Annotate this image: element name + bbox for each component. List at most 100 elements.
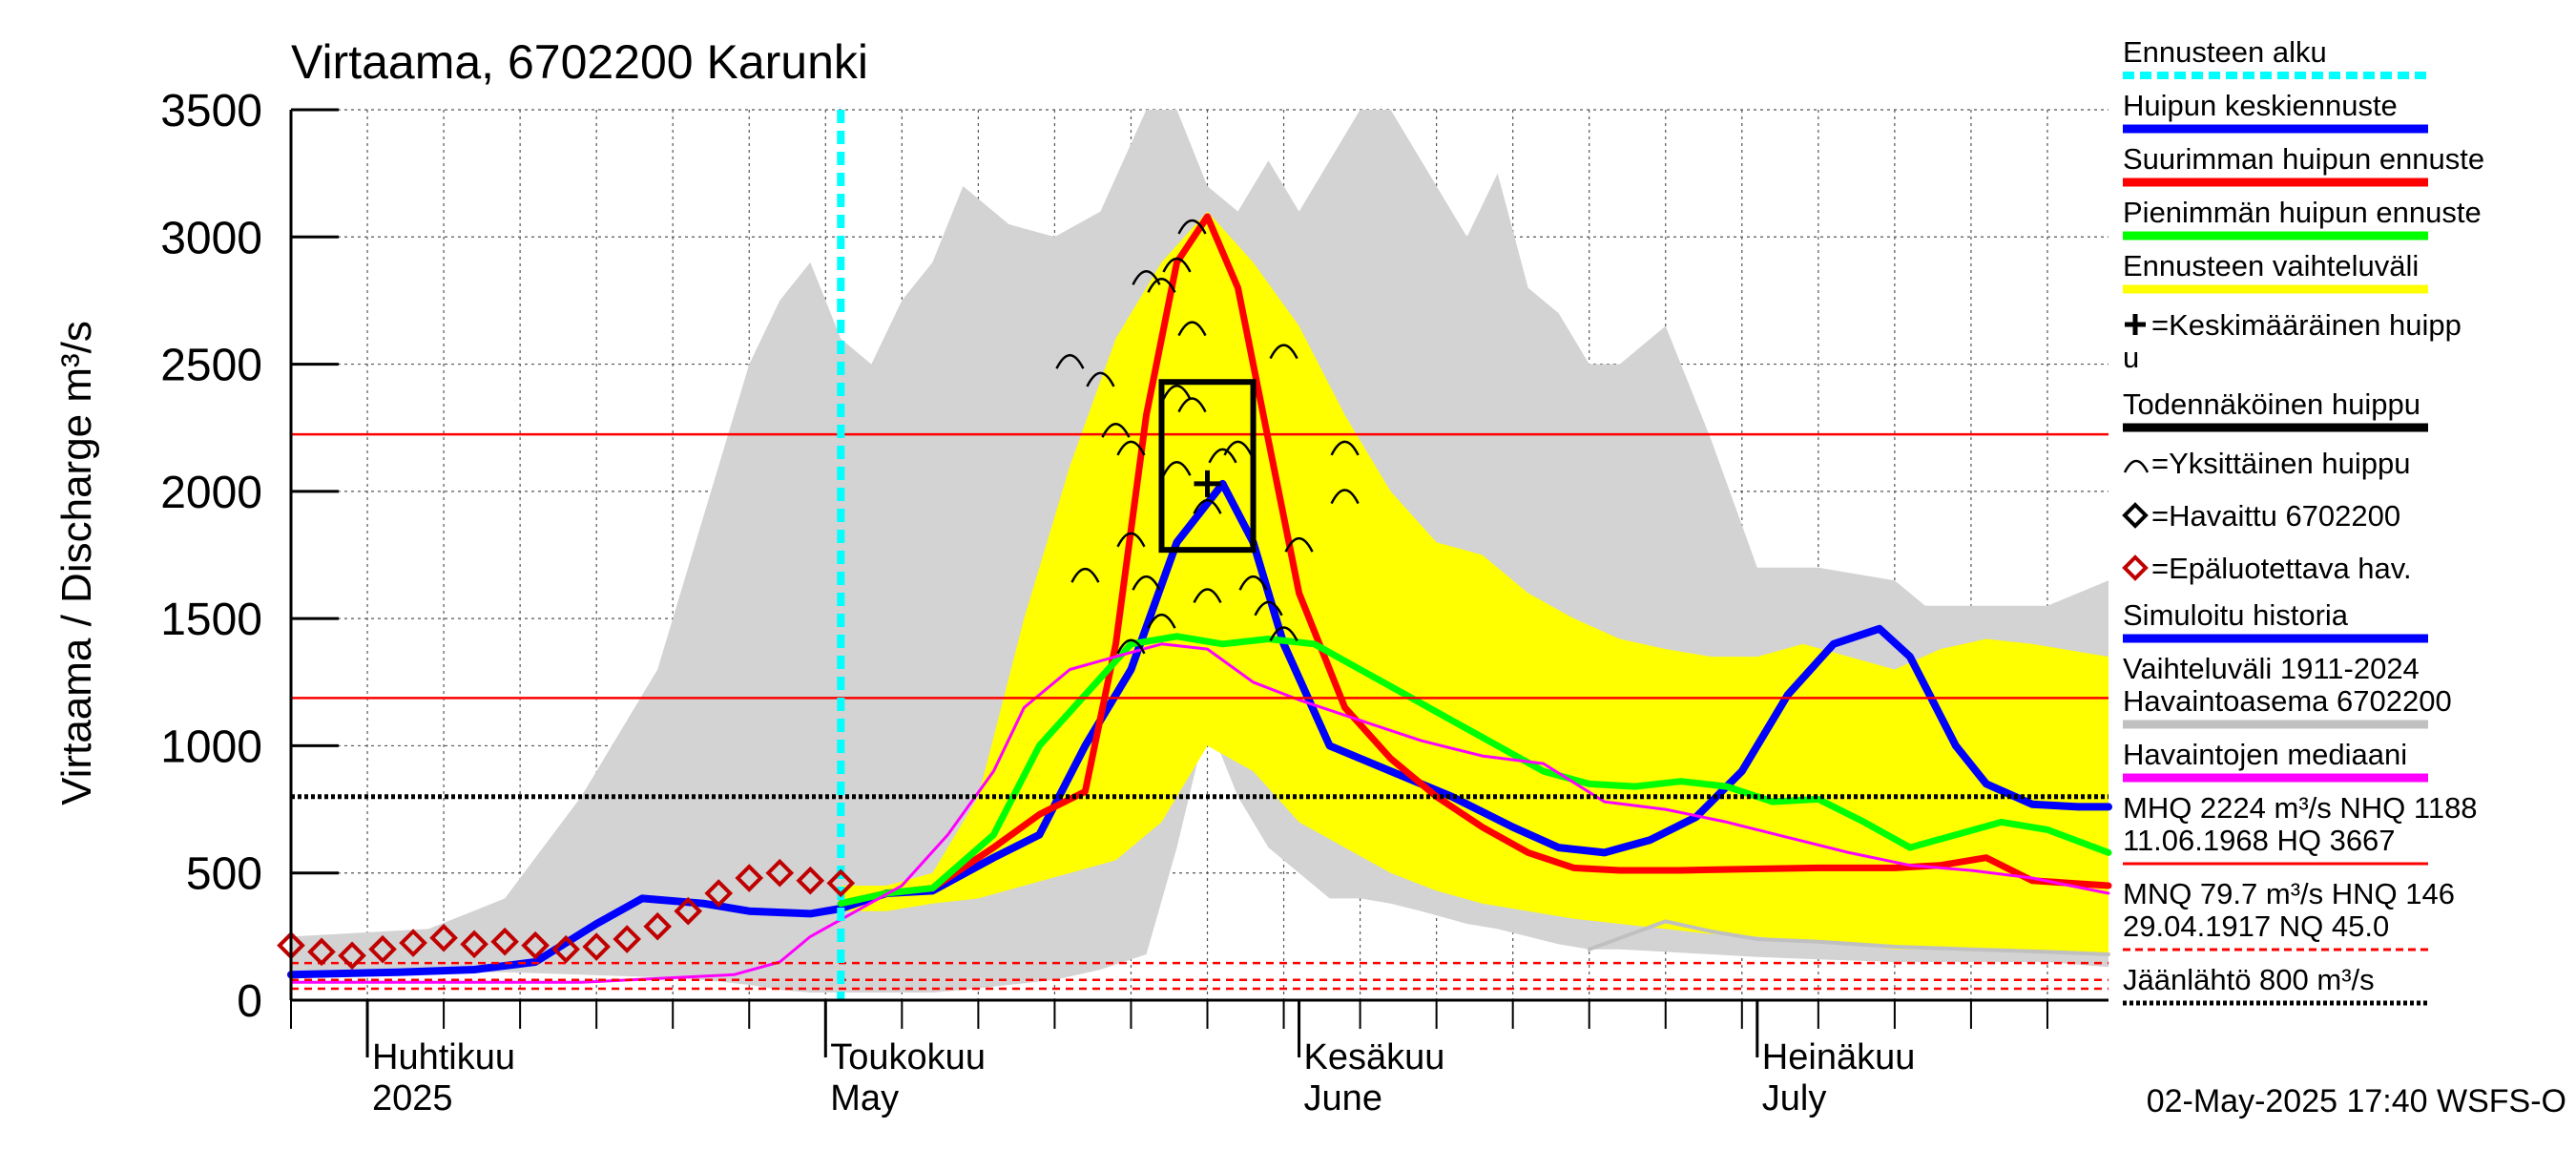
month-label: Toukokuu xyxy=(830,1037,986,1077)
individual-peak-marker xyxy=(1269,626,1298,642)
individual-peak-marker xyxy=(1330,489,1360,505)
individual-peak-marker xyxy=(1101,423,1131,438)
unreliable-observation-marker xyxy=(460,930,488,959)
unreliable-observation-marker xyxy=(613,925,642,953)
individual-peak-marker xyxy=(1284,536,1314,553)
legend-label-line2: 11.06.1968 HQ 3667 xyxy=(2123,824,2396,857)
markers-layer xyxy=(277,219,1360,971)
individual-peak-marker xyxy=(1116,532,1146,548)
unreliable-observation-marker xyxy=(551,934,580,964)
axes-layer: 0 500 1000 1500 2000 2500 3000 3500 Huhtikuu2025… xyxy=(160,86,2109,1119)
y-tick-label: 0 xyxy=(237,976,262,1027)
unreliable-observation-marker xyxy=(521,930,550,960)
legend-label-line2: u xyxy=(2123,341,2139,374)
legend-label: Havaintojen mediaani xyxy=(2123,738,2407,771)
series-line xyxy=(837,213,2112,908)
month-label-secondary: June xyxy=(1304,1078,1382,1119)
unreliable-observation-marker xyxy=(399,929,427,957)
legend-label: MNQ 79.7 m³/s HNQ 146 xyxy=(2123,877,2455,910)
legend-label: =Epäluotettava hav. xyxy=(2151,552,2412,585)
forecast-range-band xyxy=(841,211,2109,955)
y-tick-label: 2000 xyxy=(160,468,262,518)
individual-peak-marker xyxy=(1116,440,1146,456)
individual-peak-marker xyxy=(1208,448,1237,464)
legend-label: Vaihteluväli 1911-2024 xyxy=(2123,652,2420,685)
y-tick-label: 2500 xyxy=(160,341,262,391)
legend-label: Pienimmän huipun ennuste xyxy=(2123,196,2482,229)
individual-peak-marker xyxy=(1162,460,1192,476)
unreliable-observation-marker xyxy=(643,911,673,941)
individual-peak-marker xyxy=(1132,575,1161,591)
legend-symbol-plus xyxy=(2125,314,2146,335)
individual-peak-marker xyxy=(1055,354,1085,369)
series-line xyxy=(837,633,2112,908)
y-tick-label: 3000 xyxy=(160,213,262,263)
legend-label: =Havaittu 6702200 xyxy=(2151,499,2400,533)
individual-peak-marker xyxy=(1193,588,1222,604)
unreliable-observation-marker xyxy=(796,866,825,895)
legend-label-line2: Havaintoasema 6702200 xyxy=(2123,684,2452,718)
y-tick-label: 1500 xyxy=(160,595,262,645)
legend-label: MHQ 2224 m³/s NHQ 1188 xyxy=(2123,791,2478,825)
individual-peak-marker xyxy=(1238,575,1268,591)
legend-symbol-diamond xyxy=(2122,502,2149,529)
y-axis-label: Virtaama / Discharge m³/s xyxy=(53,321,100,805)
individual-peak-marker xyxy=(1177,397,1207,413)
month-label: Huhtikuu xyxy=(372,1037,515,1077)
unreliable-observation-marker xyxy=(338,941,366,971)
legend-label: Ennusteen alku xyxy=(2123,35,2327,69)
month-label: Kesäkuu xyxy=(1304,1037,1445,1077)
individual-peak-marker xyxy=(1269,344,1298,360)
individual-peak-marker xyxy=(1147,278,1176,293)
series-line xyxy=(287,479,2112,979)
individual-peak-marker xyxy=(1086,371,1115,387)
unreliable-observation-marker xyxy=(765,858,795,888)
unreliable-observation-marker xyxy=(704,879,734,908)
unreliable-observation-marker xyxy=(826,868,856,898)
month-label-secondary: 2025 xyxy=(372,1078,453,1119)
y-tick-label: 500 xyxy=(186,849,262,900)
unreliable-observation-marker xyxy=(582,932,611,961)
individual-peak-marker xyxy=(1177,219,1207,235)
month-label-secondary: July xyxy=(1762,1078,1827,1119)
likely-peak-box xyxy=(1158,379,1257,554)
legend-label: Suurimman huipun ennuste xyxy=(2123,142,2484,176)
month-label-secondary: May xyxy=(830,1078,899,1119)
individual-peak-marker xyxy=(1147,613,1176,629)
series-line xyxy=(1587,919,2110,956)
y-tick-label: 1000 xyxy=(160,721,262,772)
individual-peak-marker xyxy=(1193,498,1222,514)
reference-lines xyxy=(291,110,2109,1000)
unreliable-observation-marker xyxy=(674,896,703,926)
legend-label: =Yksittäinen huippu xyxy=(2151,447,2410,480)
unreliable-observation-marker xyxy=(368,934,397,964)
individual-peak-marker xyxy=(1254,600,1283,617)
legend-label: Huipun keskiennuste xyxy=(2123,89,2398,122)
unreliable-observation-marker xyxy=(735,864,764,892)
legend-symbol-diamond xyxy=(2122,554,2149,581)
individual-peak-marker xyxy=(1162,385,1192,400)
legend-symbol-arc xyxy=(2123,459,2150,473)
legend-label-line2: 29.04.1917 NQ 45.0 xyxy=(2123,910,2389,943)
legend-label: Todennäköinen huippu xyxy=(2123,387,2420,421)
footer-timestamp: 02-May-2025 17:40 WSFS-O xyxy=(2147,1083,2566,1119)
individual-peak-marker xyxy=(1223,440,1253,456)
legend-label: Simuloitu historia xyxy=(2123,598,2349,632)
individual-peak-marker xyxy=(1070,567,1100,583)
legend-label: =Keskimääräinen huipp xyxy=(2151,308,2462,342)
individual-peak-marker xyxy=(1162,257,1192,273)
month-label: Heinäkuu xyxy=(1762,1037,1916,1077)
legend-label: Jäänlähtö 800 m³/s xyxy=(2123,963,2375,996)
chart-title: Virtaama, 6702200 Karunki xyxy=(291,35,868,89)
individual-peak-marker xyxy=(1177,321,1207,337)
individual-peak-marker xyxy=(1116,638,1146,655)
unreliable-observation-marker xyxy=(490,927,519,956)
mean-peak-marker xyxy=(1194,470,1221,497)
individual-peak-marker xyxy=(1330,440,1360,456)
unreliable-observation-marker xyxy=(307,937,336,967)
unreliable-observation-marker xyxy=(429,923,458,952)
y-tick-label: 3500 xyxy=(160,86,262,136)
legend: Ennusteen alku Huipun keskiennuste Suurimm… xyxy=(2122,35,2484,1006)
